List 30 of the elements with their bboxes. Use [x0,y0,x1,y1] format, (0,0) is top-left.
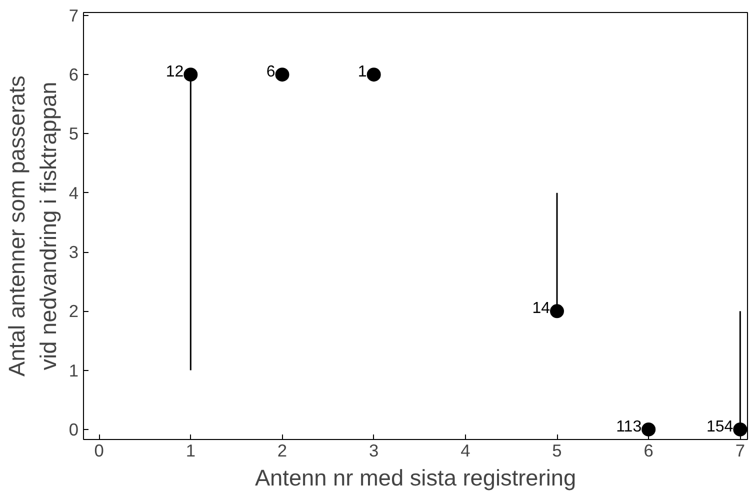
x-tick-label: 5 [552,440,562,460]
annotation: 12 [166,64,184,81]
y-tick-label: 5 [68,124,79,144]
annotation: 14 [532,300,550,318]
point [275,68,290,82]
y-tick-label: 0 [68,419,79,440]
y-tick-label: 2 [68,301,79,322]
x-tick-label: 2 [277,440,288,460]
point [184,68,198,82]
point [550,304,564,318]
annotation: 113 [616,418,642,436]
y-tick-label: 1 [68,360,79,380]
point [642,422,656,436]
x-tick-label: 7 [735,440,745,460]
annotation: 1 [358,64,367,81]
y-tick-label: 6 [68,64,79,85]
y-tick-label: 3 [68,242,79,262]
y-tick-label: 7 [68,5,79,26]
x-tick-label: 0 [94,440,104,460]
y-axis-title: Antal antenner som passerats vid nedvandring i fisktrappan [4,75,61,376]
point [366,68,381,82]
x-tick-label: 6 [644,440,654,460]
x-tick-label: 3 [369,440,379,460]
x-tick-label: 1 [186,440,196,460]
annotation: 154 [706,418,734,436]
y-tick-label: 4 [68,182,79,203]
x-axis-title: Antenn nr med sista registrering [254,464,576,490]
point [733,422,748,436]
x-tick-label: 4 [460,440,471,460]
annotation: 6 [266,64,276,81]
